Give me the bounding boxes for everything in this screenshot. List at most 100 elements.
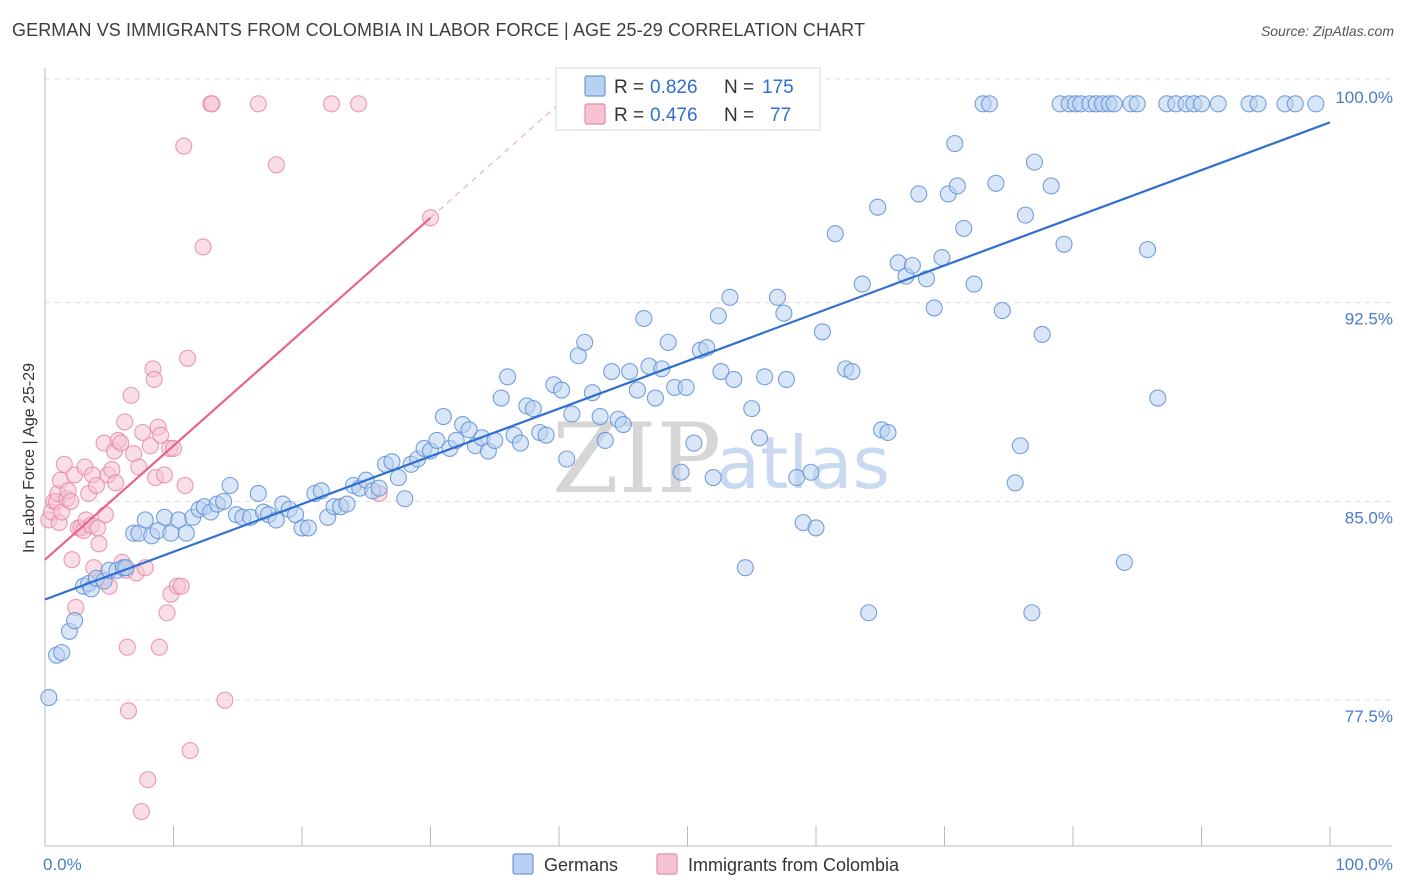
colombia-point-55 <box>150 638 168 656</box>
germans-point-56 <box>396 490 414 508</box>
trend-line-colombia <box>44 216 432 561</box>
germans-point-149 <box>1025 153 1043 171</box>
legend-r-value-germans: 0.826 <box>650 77 698 98</box>
watermark: ZIP atlas <box>552 403 890 515</box>
germans-point-115 <box>777 370 795 389</box>
colombia-point-56 <box>152 426 170 444</box>
germans-point-109 <box>736 559 754 577</box>
germans-point-74 <box>511 434 530 452</box>
y-tick-label-1: 85.0% <box>1345 508 1393 527</box>
grid-lines <box>45 78 1392 701</box>
germans-point-171 <box>1192 95 1211 113</box>
germans-point-112 <box>756 368 774 386</box>
germans-point-132 <box>910 185 928 203</box>
colombia-point-49 <box>139 771 157 789</box>
colombia-point-67 <box>181 742 199 760</box>
germans-point-62 <box>434 408 452 426</box>
germans-point-28 <box>215 492 233 510</box>
trend-line-germans <box>44 121 1331 601</box>
germans-point-144 <box>993 302 1011 320</box>
colombia-point-8 <box>55 455 73 473</box>
colombia-point-24 <box>87 476 105 495</box>
bottom-legend-label-colombia: Immigrants from Colombia <box>688 855 900 875</box>
germans-point-100 <box>677 378 695 396</box>
germans-point-147 <box>1016 206 1035 224</box>
germans-point-177 <box>1307 95 1325 113</box>
germans-point-2 <box>53 643 71 662</box>
y-tick-label-3: 100.0% <box>1335 88 1393 107</box>
colombia-point-40 <box>118 638 136 656</box>
germans-point-124 <box>853 275 871 293</box>
germans-point-86 <box>591 408 609 426</box>
germans-point-72 <box>499 368 517 386</box>
y-tick-label-0: 77.5% <box>1345 707 1393 726</box>
legend-n-value-colombia: 77 <box>770 105 791 126</box>
germans-point-19 <box>155 508 174 526</box>
germans-point-33 <box>249 484 267 503</box>
germans-point-29 <box>221 476 239 495</box>
germans-point-52 <box>370 479 388 497</box>
germans-point-151 <box>1042 177 1060 195</box>
colombia-point-75 <box>349 95 368 113</box>
x-tick-label-0: 0.0% <box>43 855 82 874</box>
legend-swatch-germans <box>584 75 606 97</box>
colombia-point-72 <box>249 95 267 113</box>
germans-point-16 <box>136 511 154 529</box>
legend-swatch-colombia <box>584 103 606 125</box>
germans-point-113 <box>768 288 787 306</box>
colombia-point-12 <box>63 551 81 569</box>
germans-point-128 <box>879 423 897 442</box>
legend-n-value-germans: 175 <box>762 77 794 98</box>
germans-point-119 <box>807 519 825 537</box>
germans-point-91 <box>621 362 639 381</box>
colombia-point-57 <box>155 466 174 484</box>
bottom-legend-swatch-germans <box>512 853 534 875</box>
germans-point-138 <box>948 177 966 195</box>
germans-point-165 <box>1138 241 1157 259</box>
axes <box>44 68 1392 847</box>
germans-point-76 <box>524 400 542 418</box>
germans-point-140 <box>965 275 983 293</box>
germans-point-88 <box>603 362 621 381</box>
series-colombia-points <box>40 95 440 821</box>
colombia-point-63 <box>172 577 190 595</box>
colombia-point-58 <box>158 604 176 622</box>
germans-point-161 <box>1105 95 1123 113</box>
germans-point-142 <box>980 95 999 113</box>
series-germans-points <box>40 95 1325 707</box>
germans-point-99 <box>672 463 690 481</box>
germans-point-114 <box>775 304 793 322</box>
germans-point-162 <box>1115 553 1133 571</box>
germans-point-164 <box>1128 95 1146 113</box>
germans-point-54 <box>383 453 401 471</box>
germans-point-61 <box>428 431 446 449</box>
colombia-point-71 <box>216 691 234 709</box>
germans-point-139 <box>955 219 973 237</box>
germans-point-81 <box>558 450 576 468</box>
colombia-point-61 <box>164 439 183 457</box>
germans-point-101 <box>685 434 703 452</box>
germans-point-93 <box>635 309 653 328</box>
germans-point-47 <box>338 495 356 513</box>
germans-point-150 <box>1033 325 1051 343</box>
trend-lines <box>44 103 1331 601</box>
colombia-point-74 <box>323 95 341 113</box>
colombia-point-26 <box>90 535 108 553</box>
colombia-point-66 <box>179 349 197 367</box>
trend-extension-colombia <box>430 103 560 219</box>
colombia-point-47 <box>134 423 152 442</box>
source-label: Source: ZipAtlas.com <box>1260 23 1394 39</box>
germans-point-84 <box>576 333 594 351</box>
y-axis-label: In Labor Force | Age 25-29 <box>21 363 38 553</box>
germans-point-120 <box>813 323 831 341</box>
germans-point-78 <box>537 426 555 444</box>
germans-point-125 <box>860 604 878 622</box>
colombia-point-45 <box>130 458 148 476</box>
y-tick-labels: 77.5% 85.0% 92.5% 100.0% <box>1335 88 1393 726</box>
germans-point-80 <box>553 381 571 399</box>
germans-point-145 <box>1006 474 1024 492</box>
germans-point-71 <box>492 389 510 407</box>
germans-point-131 <box>903 256 921 275</box>
x-tick-labels: 0.0% 100.0% <box>43 855 1393 874</box>
